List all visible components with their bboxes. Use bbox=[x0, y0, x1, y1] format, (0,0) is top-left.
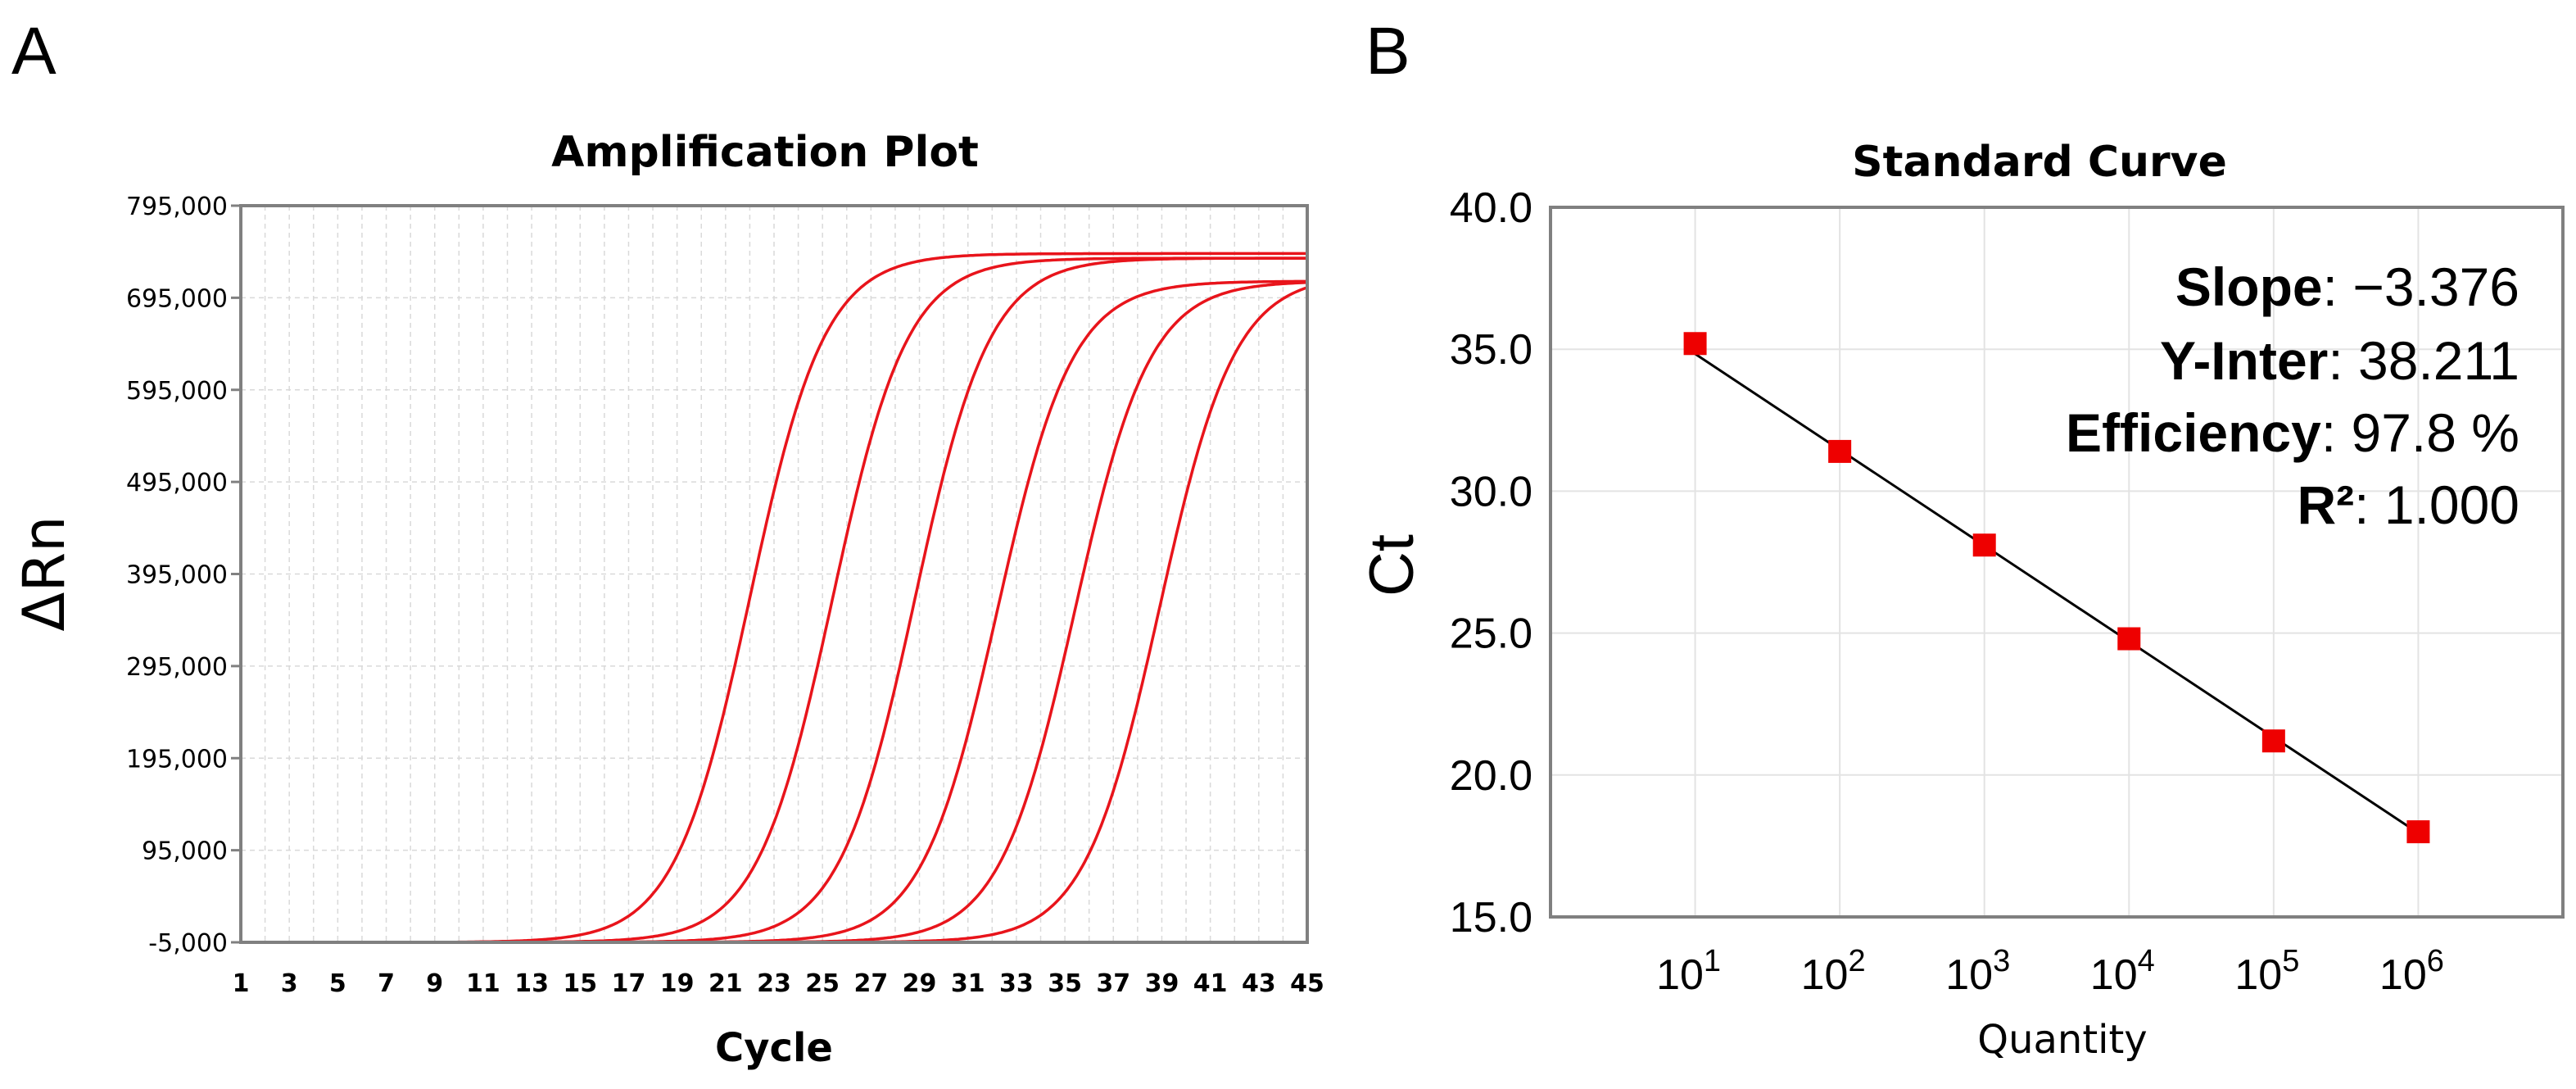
y-axis-label-b: Ct bbox=[1357, 534, 1427, 597]
x-tick-label: 9 bbox=[426, 969, 443, 998]
x-tick-label: 5 bbox=[329, 969, 346, 998]
panel-label-a: A bbox=[11, 14, 57, 88]
y-tick-label: 495,000 bbox=[126, 469, 228, 497]
regression-annotations: Slope: −3.376 Y-Inter: 38.211 Efficiency: … bbox=[2066, 256, 2519, 535]
x-tick-label: 1 bbox=[233, 969, 250, 998]
y-tick-label: 25.0 bbox=[1450, 610, 1532, 658]
annotation-1: Y-Inter: 38.211 bbox=[2160, 330, 2519, 391]
x-tick-label: 7 bbox=[378, 969, 395, 998]
x-tick-label: 29 bbox=[903, 969, 937, 998]
x-axis-ticks-a: 1 3 5 7 9 11 13 15 17 19 21 23 25 27 29 31 33 35 37 39 41 43 4… bbox=[233, 969, 1324, 998]
regression-line bbox=[1694, 352, 2420, 834]
plot-frame-b bbox=[1549, 206, 2565, 919]
x-tick-label: 104 bbox=[2090, 944, 2155, 999]
x-tick-label: 31 bbox=[951, 969, 985, 998]
x-tick-label: 33 bbox=[999, 969, 1034, 998]
x-tick-label: 17 bbox=[612, 969, 646, 998]
y-tick-label: 40.0 bbox=[1450, 184, 1532, 232]
x-axis-label-a: Cycle bbox=[715, 1025, 833, 1071]
annotation-3: R²: 1.000 bbox=[2298, 474, 2520, 535]
data-point bbox=[1972, 533, 1996, 557]
x-tick-label: 41 bbox=[1193, 969, 1228, 998]
chart-title-a: Amplification Plot bbox=[551, 128, 979, 177]
y-tick-label: 15.0 bbox=[1450, 894, 1532, 942]
data-point bbox=[2406, 820, 2430, 844]
x-tick-label: 25 bbox=[805, 969, 840, 998]
x-tick-label: 35 bbox=[1048, 969, 1082, 998]
x-tick-label: 45 bbox=[1290, 969, 1324, 998]
y-tick-label: 795,000 bbox=[126, 193, 228, 221]
x-axis-label-b: Quantity bbox=[1977, 1017, 2147, 1063]
amplification-plot: Amplification Plot -5,000 95,000 195,000 29… bbox=[11, 128, 1324, 1071]
data-point bbox=[1828, 439, 1852, 463]
annotation-2: Efficiency: 97.8 % bbox=[2066, 402, 2519, 463]
data-point bbox=[2117, 627, 2141, 651]
x-tick-label: 19 bbox=[660, 969, 695, 998]
annotation-0: Slope: −3.376 bbox=[2175, 256, 2519, 317]
y-tick-label: 30.0 bbox=[1450, 468, 1532, 515]
y-tick-label: 35.0 bbox=[1450, 326, 1532, 374]
x-tick-label: 39 bbox=[1145, 969, 1179, 998]
y-axis-label-a: ΔRn bbox=[11, 516, 78, 632]
grid-a bbox=[240, 205, 1308, 943]
x-tick-label: 37 bbox=[1096, 969, 1130, 998]
x-tick-label: 21 bbox=[709, 969, 743, 998]
x-tick-label: 43 bbox=[1242, 969, 1276, 998]
y-tick-label: 195,000 bbox=[126, 745, 228, 774]
y-tick-label: 395,000 bbox=[126, 561, 228, 590]
y-axis-ticks-a: -5,000 95,000 195,000 295,000 395,000 495,000… bbox=[126, 193, 241, 958]
y-tick-label: 20.0 bbox=[1450, 752, 1532, 800]
x-tick-label: 15 bbox=[563, 969, 597, 998]
x-tick-label: 3 bbox=[281, 969, 298, 998]
y-tick-label: 595,000 bbox=[126, 377, 228, 406]
x-tick-label: 13 bbox=[514, 969, 549, 998]
x-tick-label: 102 bbox=[1801, 944, 1866, 999]
fit-line bbox=[1694, 352, 2420, 834]
y-tick-label: 295,000 bbox=[126, 653, 228, 682]
x-tick-label: 106 bbox=[2379, 944, 2444, 999]
y-axis-ticks-b: 15.0 20.0 25.0 30.0 35.0 40.0 bbox=[1450, 184, 1532, 942]
data-points bbox=[1683, 332, 2430, 844]
x-tick-label: 105 bbox=[2234, 944, 2299, 999]
y-tick-label: 695,000 bbox=[126, 284, 228, 313]
x-tick-label: 23 bbox=[757, 969, 791, 998]
standard-curve: Standard Curve 15.020.025.030.035.040.0 … bbox=[1357, 138, 2565, 1063]
x-axis-ticks-b: 101 102 103 104 105 106 bbox=[1656, 944, 2444, 999]
x-tick-label: 101 bbox=[1656, 944, 1721, 999]
chart-title-b: Standard Curve bbox=[1852, 138, 2227, 187]
y-tick-label: 95,000 bbox=[142, 837, 228, 866]
panel-label-b: B bbox=[1365, 14, 1410, 88]
x-tick-label: 103 bbox=[1945, 944, 2010, 999]
data-point bbox=[2261, 729, 2285, 753]
y-tick-label: -5,000 bbox=[148, 929, 228, 958]
x-tick-label: 27 bbox=[853, 969, 888, 998]
x-tick-label: 11 bbox=[466, 969, 500, 998]
data-point bbox=[1683, 332, 1707, 356]
